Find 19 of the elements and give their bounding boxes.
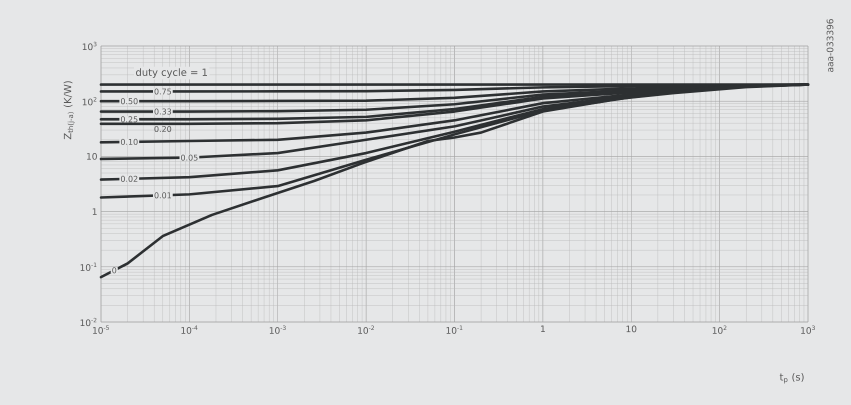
x-tick-label: 10$^{2}$ [712,326,726,334]
y-tick-label: 10$^{2}$ [82,97,96,106]
x-tick-label: 10$^{-3}$ [270,326,286,334]
y-tick-label: 10 [87,153,97,160]
x-tick-label: 10$^{-1}$ [446,326,462,334]
y-tick-label: 1 [92,208,97,215]
x-tick-label: 10$^{-2}$ [358,326,374,334]
x-tick-label: 10$^{-5}$ [93,326,109,334]
y-tick-label: 10$^{-1}$ [80,262,96,271]
x-tick-label: 1 [541,326,545,332]
y-tick-label: 10$^{3}$ [82,42,97,50]
x-tick-label: 10$^{-4}$ [181,326,198,334]
x-axis-title: t$_{p}$ (s) [780,372,804,384]
y-axis-title: Z$_{th(j-a)}$ (K/W) [64,81,74,140]
text: aaa-033396 [826,19,834,72]
series-label: duty cycle = 1 [136,68,207,78]
x-tick-label: 10$^{3}$ [801,326,815,334]
y-tick-label: 10$^{-2}$ [80,318,96,326]
x-tick-label: 10 [626,326,636,332]
